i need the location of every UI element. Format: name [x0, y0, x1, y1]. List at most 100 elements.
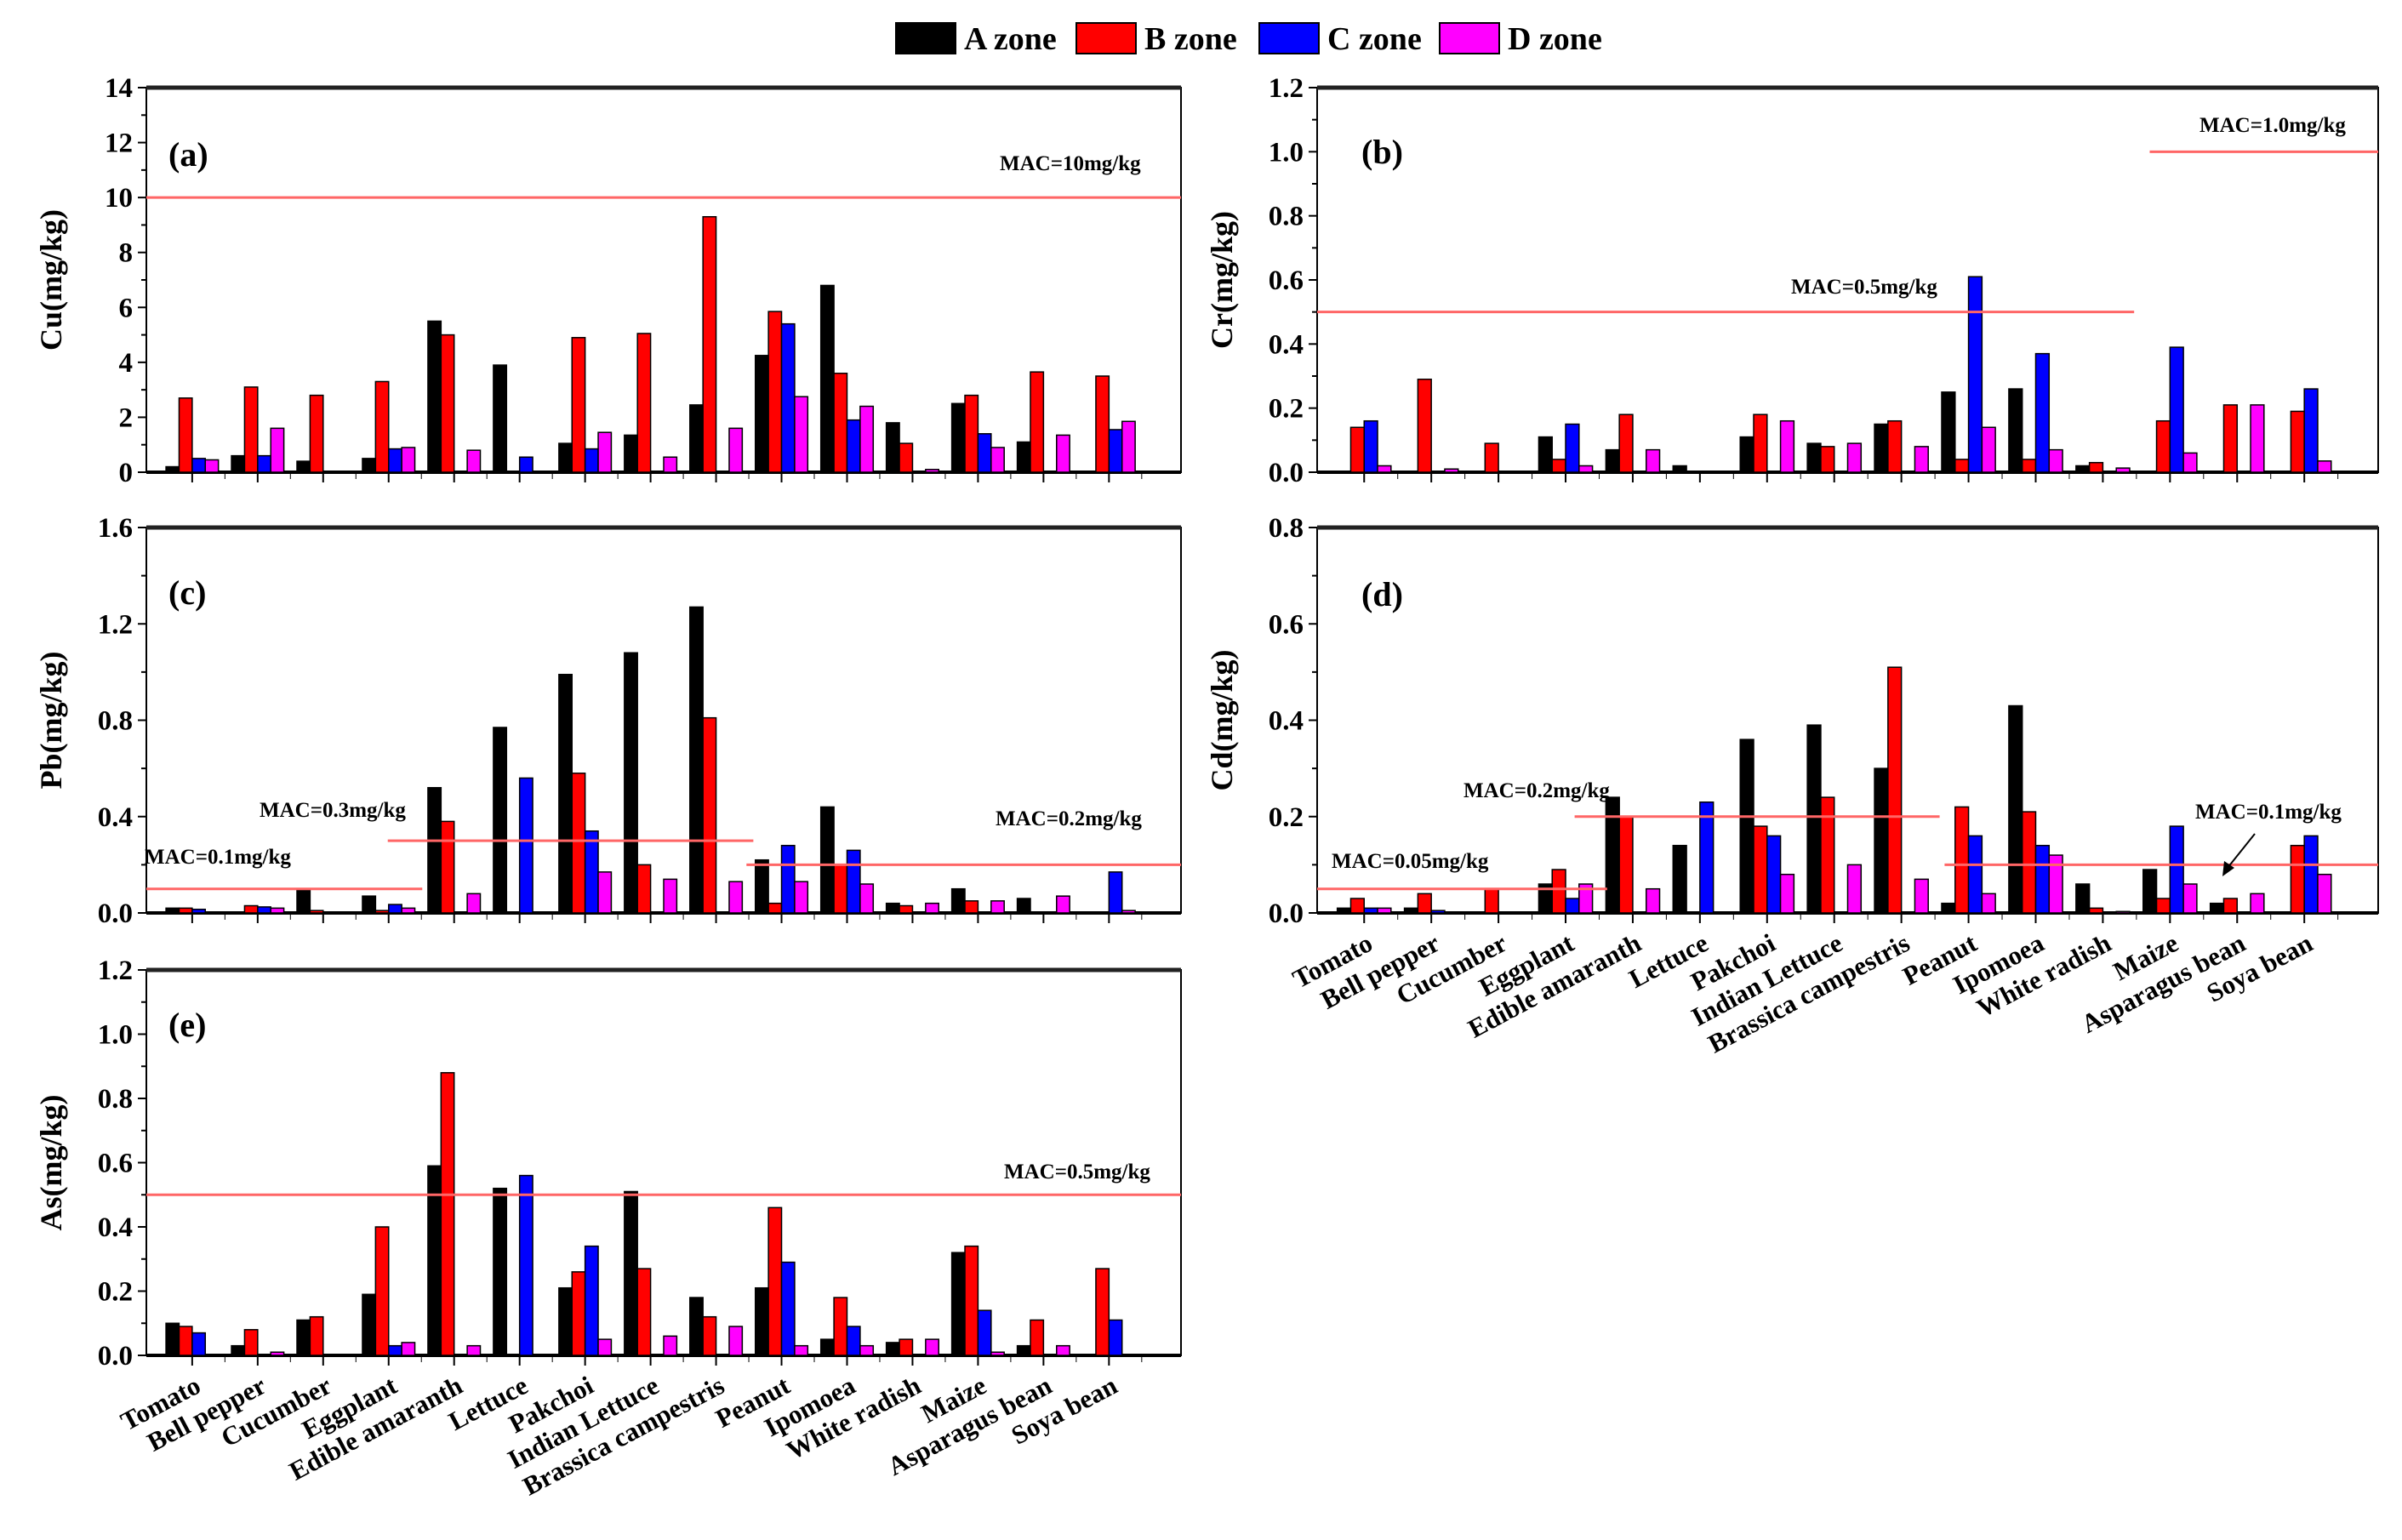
bar-b-zone [178, 1326, 193, 1356]
bar-d-zone [728, 427, 744, 473]
legend-label: D zone [1508, 21, 1602, 57]
bar-d-zone [1444, 468, 1459, 473]
bar-d-zone [597, 1338, 613, 1356]
y-axis-label: Cr(mg/kg) [1205, 211, 1239, 349]
bar-a-zone [558, 1286, 573, 1356]
bar-b-zone [1954, 806, 1970, 914]
bar-a-zone [1016, 898, 1031, 914]
bar-d-zone [859, 883, 875, 914]
bar-d-zone [1914, 446, 1929, 473]
bar-a-zone [165, 465, 180, 473]
bar-c-zone [1108, 429, 1123, 473]
y-tick-label: 0.6 [1269, 609, 1304, 640]
bar-a-zone [1605, 796, 1620, 914]
bar-a-zone [1941, 391, 1956, 473]
panel-label: (a) [168, 135, 208, 174]
y-axis-label: As(mg/kg) [34, 1095, 68, 1231]
legend-label: A zone [964, 21, 1057, 57]
bar-d-zone [1779, 873, 1795, 914]
bar-c-zone [2169, 346, 2184, 473]
bar-a-zone [885, 902, 900, 914]
bar-a-zone [165, 907, 180, 914]
bar-d-zone [1981, 426, 1996, 473]
bar-c-zone [780, 1261, 796, 1356]
bar-d-zone [859, 1344, 875, 1356]
y-tick-label: 1.0 [1269, 137, 1304, 168]
bar-d-zone [925, 902, 939, 914]
bar-b-zone [636, 333, 652, 473]
y-tick-label: 0.6 [98, 1149, 133, 1179]
y-tick-label: 0.4 [98, 1212, 133, 1243]
bar-c-zone [388, 904, 402, 914]
mac-label: MAC=0.1mg/kg [2195, 801, 2342, 824]
bar-d-zone [270, 1351, 285, 1356]
bar-c-zone [518, 777, 533, 914]
bar-a-zone [1806, 442, 1822, 473]
bar-a-zone [231, 1344, 246, 1356]
arrow-head-icon [2222, 861, 2234, 876]
bar-b-zone [1095, 375, 1110, 473]
bar-d-zone [663, 456, 678, 473]
bar-d-zone [794, 396, 809, 473]
bar-d-zone [204, 459, 220, 473]
bar-d-zone [466, 449, 482, 473]
bar-a-zone [558, 442, 573, 473]
plot-frame [145, 87, 1182, 473]
bar-b-zone [309, 394, 324, 473]
bar-b-zone [2021, 459, 2037, 473]
bar-b-zone [702, 1315, 717, 1356]
bar-c-zone [191, 909, 207, 914]
bar-c-zone [1363, 907, 1378, 914]
bar-a-zone [493, 727, 508, 914]
bar-b-zone [899, 1338, 914, 1356]
legend-swatch-2 [1075, 22, 1137, 54]
bar-d-zone [663, 1335, 678, 1356]
bar-d-zone [1645, 448, 1661, 473]
y-tick-label: 1.6 [98, 513, 133, 544]
bar-d-zone [2182, 883, 2198, 914]
panel-label: (c) [168, 573, 206, 612]
bar-b-zone [1417, 379, 1432, 473]
bar-b-zone [964, 1245, 979, 1356]
bar-b-zone [636, 1268, 652, 1356]
bar-a-zone [165, 1322, 180, 1356]
y-tick-label: 0.2 [98, 1277, 133, 1308]
bar-b-zone [1551, 869, 1566, 914]
y-tick-label: 0.0 [1269, 458, 1304, 488]
mac-label: MAC=0.5mg/kg [1791, 276, 1937, 299]
legend-swatch-1 [895, 22, 956, 54]
y-tick-label: 14 [105, 73, 133, 104]
bar-a-zone [1672, 465, 1687, 473]
bar-c-zone [584, 448, 599, 473]
bar-b-zone [636, 864, 652, 914]
bar-b-zone [767, 902, 783, 914]
bar-d-zone [794, 1344, 809, 1356]
y-tick-label: 0.8 [98, 1084, 133, 1115]
bar-c-zone [1363, 419, 1378, 473]
bar-b-zone [1954, 459, 1970, 473]
bar-d-zone [859, 405, 875, 473]
mac-label: MAC=0.2mg/kg [1463, 779, 1610, 802]
bar-a-zone [624, 434, 638, 473]
bar-a-zone [231, 454, 246, 473]
bar-b-zone [1484, 887, 1499, 914]
mac-label: MAC=0.5mg/kg [1004, 1161, 1150, 1184]
legend: A zone B zone C zone D zone [895, 21, 1602, 57]
bar-a-zone [754, 355, 769, 473]
legend-swatch-3 [1258, 22, 1320, 54]
bar-b-zone [702, 215, 717, 473]
bar-a-zone [2075, 883, 2091, 914]
bar-c-zone [2034, 844, 2051, 914]
y-tick-label: 1.2 [1269, 73, 1304, 104]
bar-b-zone [964, 900, 979, 914]
bar-c-zone [1967, 276, 1983, 473]
bar-c-zone [780, 322, 796, 473]
bar-b-zone [2222, 404, 2239, 473]
bar-d-zone [1056, 895, 1070, 914]
y-tick-label: 2 [119, 402, 134, 433]
bar-d-zone [925, 469, 939, 473]
bar-c-zone [780, 844, 796, 914]
bar-c-zone [388, 1344, 402, 1356]
bar-c-zone [977, 433, 992, 473]
bar-c-zone [191, 458, 207, 473]
